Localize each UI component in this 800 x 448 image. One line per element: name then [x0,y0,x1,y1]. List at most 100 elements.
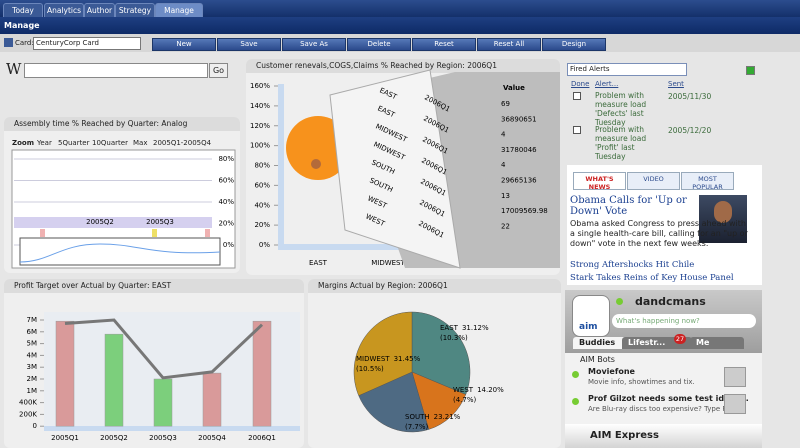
toolbar-button[interactable]: Delete [347,38,411,51]
toolbar-button[interactable]: Reset All [477,38,541,51]
target-line [64,318,264,380]
alert-checkbox[interactable] [573,92,581,100]
y-tick-label: 4M [27,351,38,359]
tab[interactable]: Analytics [44,3,84,17]
aim-tab[interactable]: Me [690,337,744,349]
quarter-label: 2005Q3 [146,218,174,226]
axis-bar [278,84,284,248]
pie-slice [411,311,471,395]
alert-text: Problem with measure load 'Defects' last… [595,91,647,127]
table-value: 4 [501,161,506,169]
toolbar-button[interactable]: New [152,38,216,51]
aim-dot [572,371,579,378]
alert-sent: 2005/11/30 [668,92,712,101]
timeline-marker [152,229,157,237]
tab[interactable]: Today [3,3,43,17]
y-tick-label: 20% [218,220,234,228]
y-tick-label: 3M [27,363,38,371]
y-tick-label: 60% [254,181,270,189]
zoom-range: 2005Q1-2005Q4 [153,139,212,147]
y-tick-label: 60% [218,177,234,185]
toolbar-button[interactable]: Design [542,38,606,51]
news-tab[interactable]: VIDEO [627,172,680,190]
table-value: 17009569.98 [501,207,548,215]
news-tab[interactable]: WHAT'S NEWS [573,172,626,191]
aim-item-name[interactable]: Moviefone [588,367,635,376]
tab[interactable]: Author [84,3,115,17]
news-headline[interactable]: Obama Calls for 'Up or Down' Vote [570,195,687,217]
news-body: Obama asked Congress to press ahead with… [570,219,748,248]
alerts-column[interactable]: Alert... [595,80,619,88]
x-tick-label: 2005Q4 [198,434,226,442]
aim-footer: AIM Express [590,430,659,441]
panel-title: Margins Actual by Region: 2006Q1 [308,279,561,293]
aim-item-name[interactable]: Prof Gilzot needs some test ideas... [588,394,749,403]
aim-status[interactable]: What's happening now? [612,314,756,328]
aim-status-dot [616,298,623,305]
aim-item-desc: Are Blu-ray discs too expensive? Type P.… [588,405,733,413]
aim-group: AIM Bots [580,355,615,364]
news-tab[interactable]: MOST POPULAR [681,172,734,191]
y-tick-label: 1M [27,387,38,395]
aim-tab[interactable]: Buddies [573,337,627,349]
slice-name: SOUTH [405,413,430,421]
zoom-option[interactable]: 10Quarter [92,139,128,147]
y-tick-label: 0 [33,422,37,430]
alert-checkbox[interactable] [573,126,581,134]
bar [104,333,124,427]
news-link[interactable]: Strong Aftershocks Hit Chile [570,260,695,270]
wiki-input[interactable] [24,63,208,78]
tab[interactable]: Manage [155,3,203,17]
y-tick-label: 80% [218,155,234,163]
alerts-select[interactable]: Fired Alerts [567,63,687,76]
toolbar-button[interactable]: Save As [282,38,346,51]
alerts-column[interactable]: Done [571,80,590,88]
slice-name: MIDWEST [356,355,390,363]
scroller-curve [19,243,221,263]
axis-floor [44,426,300,431]
timeline-band [14,217,212,228]
aim-footer-bar [565,424,762,448]
y-tick-label: 40% [254,201,270,209]
y-tick-label: 20% [254,221,270,229]
quarter-label: 2005Q2 [86,218,114,226]
panel-title: Assembly time % Reached by Quarter: Anal… [4,117,240,131]
slice-share: (4.7%) [453,396,477,404]
zoom-option[interactable]: Max [133,139,148,147]
card-icon [4,38,13,47]
y-tick-label: 80% [254,162,270,170]
card-select[interactable]: CenturyCorp Card [33,37,141,50]
wiki-go[interactable]: Go [209,63,228,78]
zoom-option[interactable]: 5Quarter [58,139,90,147]
toolbar-button[interactable]: Save [217,38,281,51]
tab[interactable]: Strategy [115,3,155,17]
table-value: 31780046 [501,146,537,154]
x-tick-label: MIDWEST [371,259,405,267]
y-tick-label: 2M [27,375,38,383]
alerts-icon[interactable] [746,66,755,75]
aim-badge: 27 [674,334,686,344]
aim-item-desc: Movie info, showtimes and tix. [588,378,695,386]
zoom-label: Zoom [12,139,34,147]
slice-name: WEST [453,386,474,394]
news-link[interactable]: Stark Takes Reins of Key House Panel [570,273,734,283]
slice-value: 23.21% [434,413,461,421]
alerts-column[interactable]: Sent [668,80,684,88]
slice-value: 31.12% [462,324,489,332]
table-value: 69 [501,100,510,108]
y-tick-label: 40% [218,198,234,206]
bar [202,372,222,427]
toolbar-button[interactable]: Reset [412,38,476,51]
table-header: Value [503,84,525,92]
wiki-logo: W [6,60,22,78]
zoom-option[interactable]: Year [37,139,52,147]
y-tick-label: 120% [250,122,270,130]
bar [153,378,173,427]
header-title: Manage [4,21,40,30]
aim-item-icon [724,367,746,387]
pie-slice [411,371,467,430]
pie-slice [353,311,413,397]
